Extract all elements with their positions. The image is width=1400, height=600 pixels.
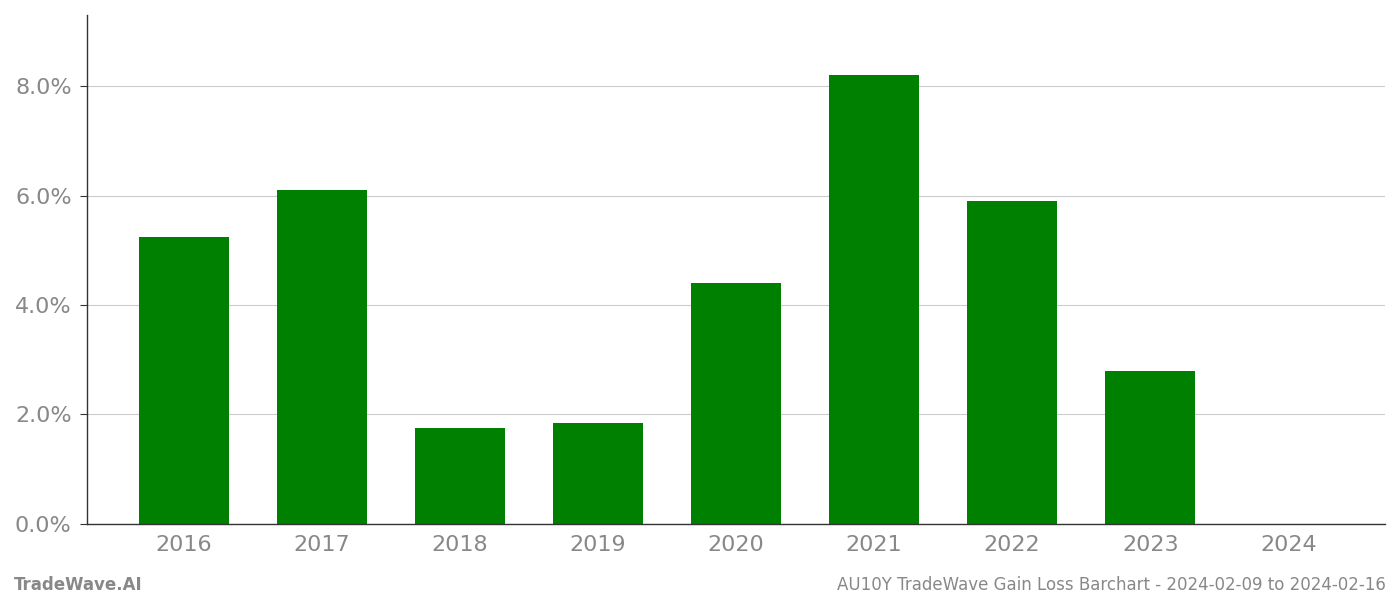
Bar bbox=[553, 422, 643, 524]
Bar bbox=[967, 201, 1057, 524]
Bar bbox=[277, 190, 367, 524]
Bar bbox=[829, 75, 918, 524]
Bar bbox=[692, 283, 781, 524]
Text: AU10Y TradeWave Gain Loss Barchart - 2024-02-09 to 2024-02-16: AU10Y TradeWave Gain Loss Barchart - 202… bbox=[837, 576, 1386, 594]
Bar bbox=[1106, 371, 1196, 524]
Bar bbox=[414, 428, 505, 524]
Bar bbox=[139, 236, 228, 524]
Text: TradeWave.AI: TradeWave.AI bbox=[14, 576, 143, 594]
